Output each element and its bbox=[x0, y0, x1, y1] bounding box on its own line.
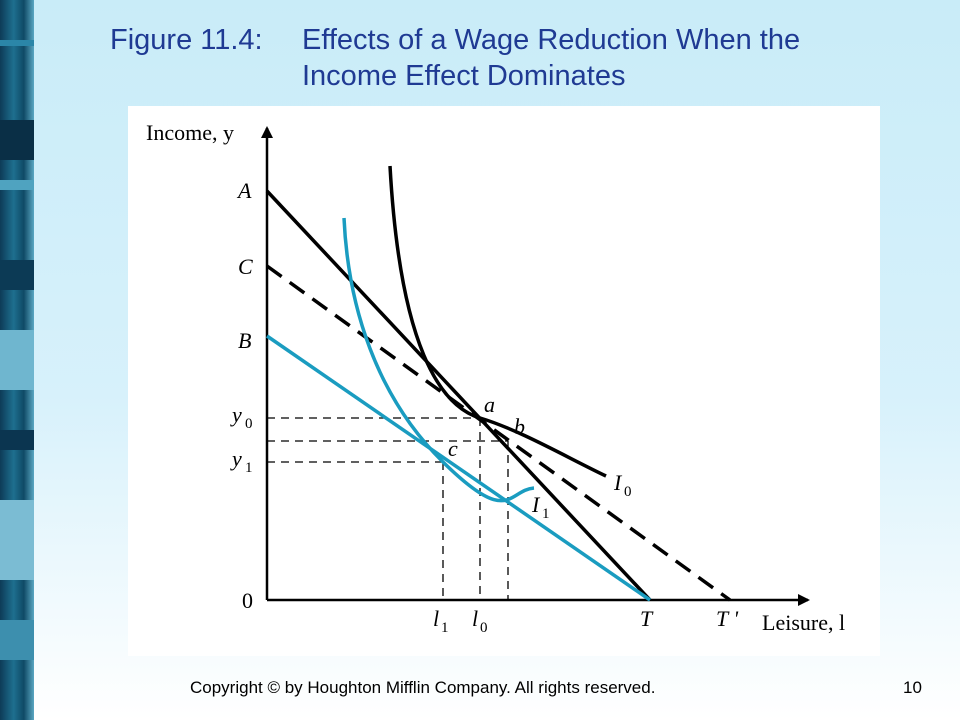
point-label-b: b bbox=[514, 414, 525, 439]
tick-label-B: B bbox=[238, 328, 251, 353]
tick-label-l0: l bbox=[472, 606, 478, 631]
tick-label-y1: y bbox=[230, 446, 242, 471]
tick-label-T: T bbox=[640, 606, 654, 631]
tick-label-T-prime: T ' bbox=[716, 606, 738, 631]
point-label-a: a bbox=[484, 392, 495, 417]
point-label-c: c bbox=[448, 436, 458, 461]
economics-diagram: Income, y Leisure, l A C B y 0 y 1 0 l 1… bbox=[146, 120, 845, 636]
sidebar-decoration bbox=[0, 0, 34, 720]
x-axis-label: Leisure, l bbox=[762, 610, 845, 635]
tick-label-origin: 0 bbox=[242, 588, 253, 613]
curve-label-I1-sub: 1 bbox=[542, 506, 550, 522]
tick-label-l0-sub: 0 bbox=[480, 620, 488, 636]
tick-label-C: C bbox=[238, 254, 253, 279]
tick-label-l1-sub: 1 bbox=[441, 620, 449, 636]
reference-lines bbox=[267, 417, 509, 600]
copyright-text: Copyright © by Houghton Mifflin Company.… bbox=[190, 678, 656, 697]
curve-label-I1: I bbox=[531, 492, 541, 517]
slide-title: Figure 11.4: Effects of a Wage Reduction… bbox=[110, 22, 930, 94]
budget-line-AT bbox=[265, 189, 652, 602]
indifference-curve-I1 bbox=[342, 217, 535, 503]
tick-label-y0: y bbox=[230, 402, 242, 427]
budget-line-BT bbox=[266, 334, 651, 602]
tick-label-y0-sub: 0 bbox=[245, 416, 253, 432]
tick-label-y1-sub: 1 bbox=[245, 460, 253, 476]
figure-panel: Income, y Leisure, l A C B y 0 y 1 0 l 1… bbox=[128, 106, 880, 656]
curve-label-I0: I bbox=[613, 470, 623, 495]
curve-label-I0-sub: 0 bbox=[624, 484, 632, 500]
tick-label-l1: l bbox=[433, 606, 439, 631]
tick-label-A: A bbox=[236, 178, 252, 203]
slide-footer: Copyright © by Houghton Mifflin Company.… bbox=[0, 678, 960, 702]
title-text: Effects of a Wage Reduction When the Inc… bbox=[302, 24, 801, 92]
budget-line-CT-prime bbox=[265, 264, 732, 602]
indifference-curve-I0 bbox=[388, 165, 607, 478]
y-axis-label: Income, y bbox=[146, 120, 234, 145]
title-figure-number: Figure 11.4: bbox=[110, 24, 263, 56]
page-number: 10 bbox=[903, 678, 922, 697]
